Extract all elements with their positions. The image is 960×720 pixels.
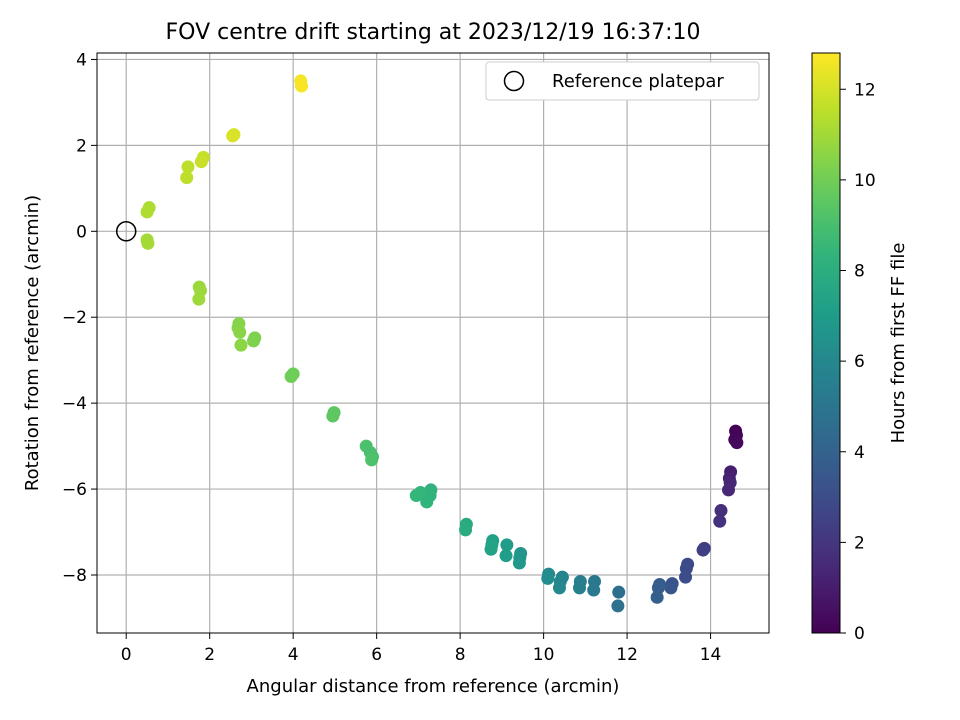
data-point: [194, 155, 208, 169]
reference-marker-layer: [115, 221, 137, 242]
data-point: [192, 292, 206, 306]
data-point: [500, 538, 514, 552]
data-point: [499, 549, 513, 563]
data-point: [512, 556, 526, 570]
legend: Reference platepar: [485, 61, 760, 101]
x-tick-label: 0: [121, 645, 132, 665]
data-point: [552, 581, 566, 595]
data-point: [140, 205, 154, 219]
data-point: [696, 543, 710, 557]
grid: [97, 53, 769, 633]
x-tick-label: 14: [700, 645, 722, 665]
y-tick-label: −8: [62, 566, 87, 586]
y-tick-label: −2: [62, 308, 87, 328]
data-point: [326, 409, 340, 423]
colorbar-tick-label: 12: [854, 80, 876, 100]
colorbar-tick-label: 2: [854, 533, 865, 553]
data-point: [226, 129, 240, 143]
data-point: [650, 590, 664, 604]
legend-entry-reference-platepar: Reference platepar: [552, 71, 724, 92]
data-point: [612, 585, 626, 599]
data-point: [409, 489, 423, 503]
colorbar-tick-label: 8: [854, 262, 865, 282]
x-axis-ticks: 0 2 4 6 8 10 12 14: [121, 633, 722, 665]
y-tick-label: −4: [62, 394, 87, 414]
data-point: [233, 325, 247, 339]
y-tick-label: −6: [62, 480, 87, 500]
data-point: [247, 334, 261, 348]
data-point: [651, 581, 665, 595]
data-point: [234, 338, 248, 352]
data-point: [181, 160, 195, 174]
y-axis-ticks: −8 −6 −4 −2 0 2 4: [62, 50, 97, 586]
x-tick-label: 4: [288, 645, 299, 665]
y-tick-label: 2: [76, 136, 87, 156]
data-point: [611, 599, 625, 613]
data-point: [722, 483, 736, 497]
chart-title: FOV centre drift starting at 2023/12/19 …: [166, 20, 701, 45]
y-tick-label: 0: [76, 222, 87, 242]
x-tick-label: 8: [455, 645, 466, 665]
data-point: [573, 581, 587, 595]
data-point: [420, 495, 434, 509]
colorbar: 0 2 4 6 8 10 12 Hours from first FF file: [811, 52, 909, 644]
data-point: [484, 542, 498, 556]
data-point: [284, 370, 298, 384]
data-point: [359, 439, 373, 453]
colorbar-ticks: 0 2 4 6 8 10 12: [840, 80, 876, 644]
colorbar-tick-label: 10: [854, 171, 876, 191]
colorbar-tick-label: 6: [854, 352, 865, 372]
data-point: [714, 504, 728, 518]
data-point: [587, 583, 601, 597]
data-point: [541, 571, 555, 585]
plot-frame: [96, 52, 770, 634]
data-point: [295, 79, 309, 93]
data-point: [730, 436, 744, 450]
data-point: [679, 570, 693, 584]
colorbar-gradient: [811, 52, 841, 634]
data-point: [664, 581, 678, 595]
legend-box: [485, 61, 760, 101]
x-tick-label: 12: [616, 645, 638, 665]
x-tick-label: 2: [204, 645, 215, 665]
reference-platepar-marker: [115, 221, 137, 242]
scatter-points: [140, 74, 744, 613]
colorbar-tick-label: 0: [854, 624, 865, 644]
data-point: [459, 523, 473, 537]
data-point: [713, 514, 727, 528]
x-tick-label: 10: [533, 645, 555, 665]
data-point: [365, 453, 379, 467]
legend-reference-marker: [503, 70, 525, 92]
y-axis-label: Rotation from reference (arcmin): [22, 195, 43, 491]
x-tick-label: 6: [371, 645, 382, 665]
data-point: [141, 236, 155, 250]
colorbar-tick-label: 4: [854, 443, 865, 463]
x-axis-label: Angular distance from reference (arcmin): [247, 676, 620, 697]
data-point: [180, 171, 194, 185]
y-tick-label: 4: [76, 50, 87, 70]
colorbar-label: Hours from first FF file: [888, 243, 909, 444]
